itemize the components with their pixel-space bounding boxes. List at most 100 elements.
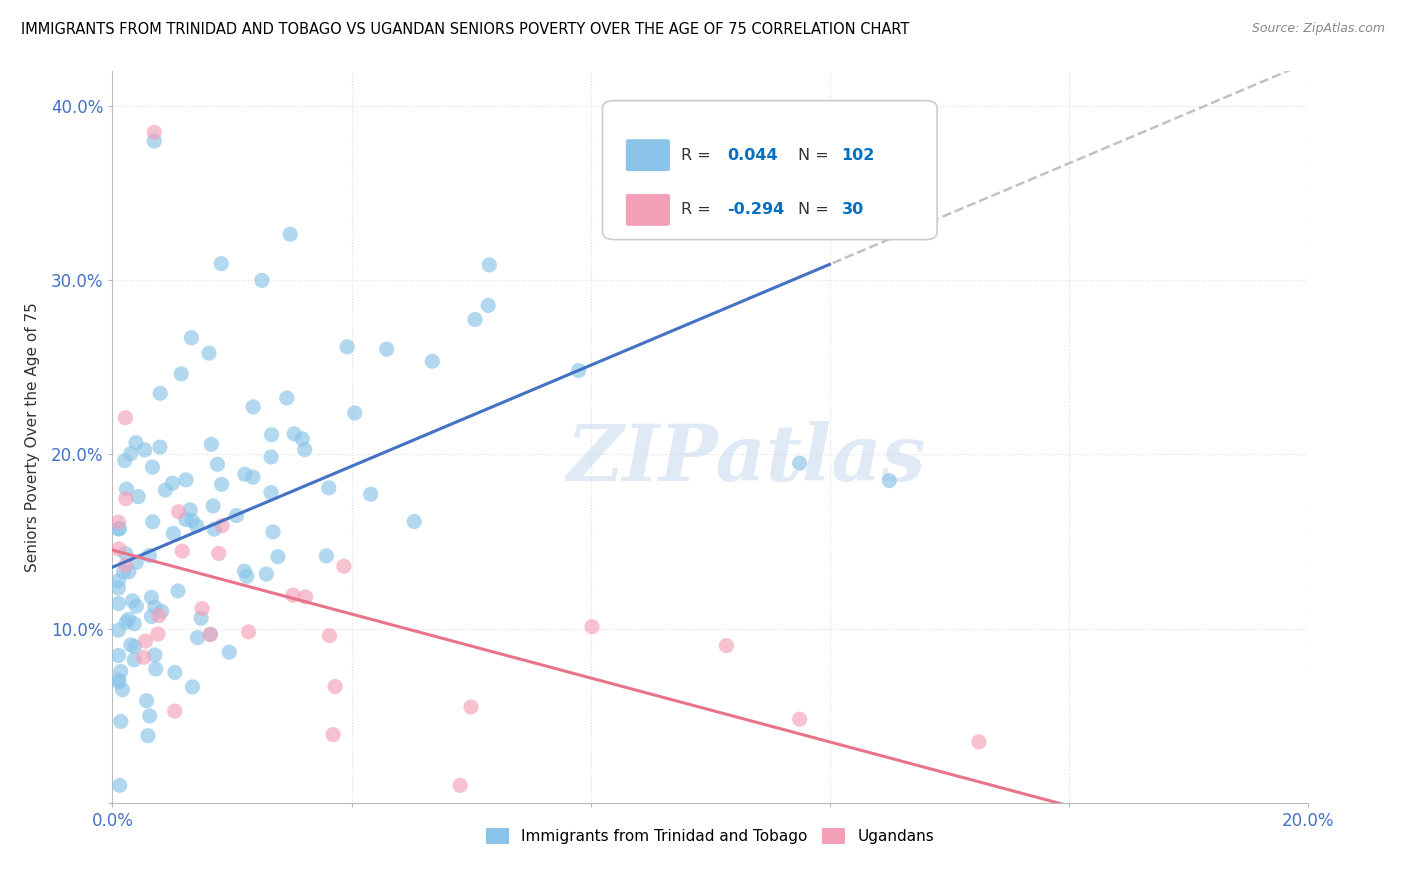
Point bbox=[143, 600, 166, 615]
Point bbox=[122, 653, 145, 667]
Point bbox=[967, 735, 990, 749]
Point bbox=[125, 599, 148, 614]
Text: R =: R = bbox=[682, 148, 716, 162]
Point bbox=[323, 680, 346, 694]
Point bbox=[114, 453, 136, 467]
Point bbox=[163, 665, 186, 680]
Point bbox=[134, 634, 156, 648]
Point bbox=[242, 400, 264, 414]
Point bbox=[124, 640, 146, 654]
Point bbox=[191, 601, 214, 615]
Point bbox=[187, 631, 209, 645]
Point bbox=[114, 410, 136, 425]
Point bbox=[283, 426, 305, 441]
Point bbox=[460, 700, 482, 714]
Point bbox=[333, 559, 356, 574]
Point bbox=[110, 714, 132, 729]
Point bbox=[107, 648, 129, 663]
Point bbox=[107, 581, 129, 595]
Text: 0.044: 0.044 bbox=[727, 148, 778, 162]
Point bbox=[318, 481, 340, 495]
Point bbox=[170, 367, 193, 381]
Point bbox=[315, 549, 337, 563]
Point bbox=[202, 499, 225, 513]
Point bbox=[107, 522, 129, 536]
Point bbox=[125, 435, 148, 450]
Point bbox=[149, 386, 172, 401]
Point bbox=[107, 623, 129, 637]
Point bbox=[162, 476, 184, 491]
Point bbox=[143, 648, 166, 662]
Point bbox=[360, 487, 382, 501]
Point bbox=[107, 597, 129, 611]
FancyBboxPatch shape bbox=[627, 140, 669, 170]
FancyBboxPatch shape bbox=[627, 194, 669, 226]
Point bbox=[148, 608, 170, 623]
Point bbox=[111, 682, 134, 697]
Point bbox=[163, 704, 186, 718]
Point bbox=[107, 673, 129, 687]
Point bbox=[242, 470, 264, 484]
Point bbox=[125, 555, 148, 569]
Point bbox=[291, 432, 314, 446]
Point bbox=[233, 467, 256, 482]
Point bbox=[343, 406, 366, 420]
Point bbox=[200, 437, 222, 451]
Point bbox=[260, 450, 283, 464]
Text: -0.294: -0.294 bbox=[727, 202, 785, 218]
Point bbox=[209, 257, 232, 271]
Point bbox=[150, 604, 173, 618]
Point bbox=[118, 565, 141, 579]
Point bbox=[172, 544, 194, 558]
Point bbox=[145, 662, 167, 676]
Point bbox=[181, 680, 204, 694]
Point bbox=[138, 709, 160, 723]
Point bbox=[336, 340, 359, 354]
Point bbox=[114, 558, 136, 573]
Point bbox=[179, 503, 201, 517]
Point bbox=[132, 650, 155, 665]
Point bbox=[181, 514, 204, 528]
Point bbox=[420, 354, 443, 368]
Point bbox=[262, 524, 284, 539]
Point bbox=[167, 505, 190, 519]
Point bbox=[211, 518, 233, 533]
Point bbox=[180, 331, 202, 345]
Point bbox=[134, 442, 156, 457]
Point bbox=[135, 694, 157, 708]
Point bbox=[122, 616, 145, 631]
Point bbox=[233, 564, 256, 578]
Point bbox=[581, 620, 603, 634]
Point bbox=[174, 473, 197, 487]
Point bbox=[716, 639, 738, 653]
Point bbox=[190, 611, 212, 625]
Point bbox=[211, 477, 233, 491]
Point bbox=[404, 515, 426, 529]
Text: 30: 30 bbox=[842, 202, 863, 218]
Point bbox=[568, 363, 591, 377]
FancyBboxPatch shape bbox=[603, 101, 938, 240]
Text: N =: N = bbox=[799, 202, 834, 218]
Point bbox=[110, 665, 132, 679]
Point bbox=[879, 474, 901, 488]
Point bbox=[789, 712, 811, 726]
Point bbox=[267, 549, 290, 564]
Point bbox=[167, 584, 190, 599]
Point bbox=[117, 612, 139, 626]
Point bbox=[208, 546, 231, 560]
Point bbox=[260, 427, 283, 442]
Point bbox=[236, 569, 259, 583]
Point bbox=[114, 547, 136, 561]
Point bbox=[143, 134, 166, 148]
Point bbox=[115, 615, 138, 630]
Text: IMMIGRANTS FROM TRINIDAD AND TOBAGO VS UGANDAN SENIORS POVERTY OVER THE AGE OF 7: IMMIGRANTS FROM TRINIDAD AND TOBAGO VS U… bbox=[21, 22, 910, 37]
Point bbox=[294, 442, 316, 457]
Point bbox=[250, 273, 273, 287]
Point bbox=[294, 590, 316, 604]
Point bbox=[127, 490, 149, 504]
Point bbox=[186, 519, 208, 533]
Point bbox=[115, 482, 138, 496]
Point bbox=[155, 483, 177, 497]
Point bbox=[207, 457, 229, 471]
Text: R =: R = bbox=[682, 202, 716, 218]
